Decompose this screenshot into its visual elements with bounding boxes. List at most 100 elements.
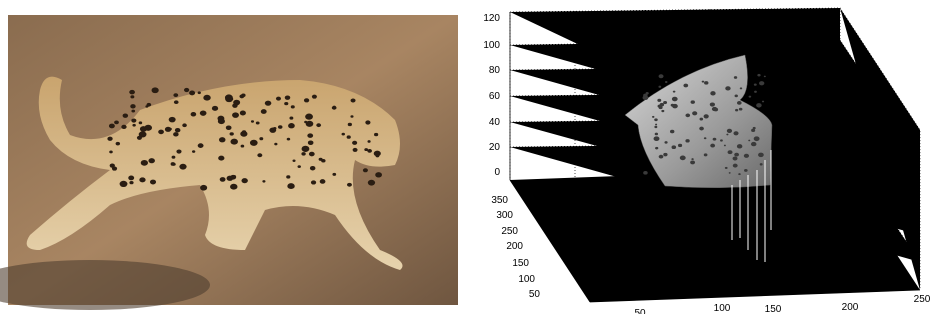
spot: [348, 123, 352, 126]
spot: [158, 130, 164, 135]
spot: [754, 91, 757, 93]
spot: [657, 99, 661, 102]
spot: [301, 152, 305, 155]
spot: [116, 142, 120, 146]
x-tick-label: 100: [714, 303, 731, 314]
spot: [713, 138, 717, 141]
y-tick-label: 300: [496, 210, 513, 221]
spot: [311, 180, 316, 184]
spot: [173, 132, 179, 136]
spot: [744, 169, 748, 172]
spot: [241, 178, 247, 183]
page: 0 20 40 60 80 100 120 50 100 150 200 250…: [0, 0, 933, 314]
spot: [724, 145, 726, 147]
spot: [350, 115, 353, 117]
spot: [320, 179, 326, 184]
spot: [265, 101, 272, 106]
spot: [376, 154, 380, 157]
spot: [754, 136, 760, 141]
spot: [673, 91, 676, 93]
x-tick-label: 200: [842, 302, 859, 313]
spot: [351, 98, 356, 102]
spot: [737, 144, 742, 148]
spot: [704, 114, 709, 118]
spot: [347, 183, 352, 187]
spot: [734, 153, 739, 157]
spot: [725, 86, 730, 90]
spot: [109, 124, 115, 129]
spot: [760, 163, 763, 165]
spot: [659, 155, 664, 159]
spot: [751, 129, 755, 132]
spot: [304, 98, 309, 102]
spot: [141, 160, 148, 166]
spot: [729, 172, 731, 174]
z-tick-label: 60: [489, 91, 501, 102]
spot: [367, 140, 370, 143]
spot: [150, 180, 156, 185]
spot: [137, 136, 142, 140]
spot: [189, 91, 195, 96]
spot: [218, 118, 225, 124]
z-tick-label: 100: [483, 40, 500, 51]
cheetah-photo: [0, 15, 458, 310]
spot: [241, 145, 245, 148]
spot: [670, 130, 674, 134]
spot: [307, 133, 313, 138]
spot: [758, 153, 764, 158]
spot: [232, 112, 239, 118]
spot: [728, 150, 733, 154]
spot: [655, 147, 658, 149]
spot: [132, 124, 135, 127]
spot: [262, 180, 265, 182]
spot: [139, 177, 145, 182]
spot: [298, 165, 301, 168]
spot: [233, 175, 237, 178]
z-tick-label: 20: [489, 142, 501, 153]
spot: [663, 153, 667, 156]
spot: [129, 90, 135, 95]
spot: [120, 181, 128, 187]
spot: [176, 149, 181, 153]
spot: [276, 97, 281, 101]
spot: [654, 126, 657, 128]
spot: [699, 127, 704, 131]
spot: [114, 120, 119, 124]
spot: [308, 140, 314, 145]
spot: [738, 173, 740, 175]
spot: [200, 111, 207, 116]
spot: [169, 128, 172, 131]
spot: [672, 104, 678, 109]
spot: [309, 152, 315, 157]
spot: [712, 103, 715, 105]
spot: [123, 113, 128, 117]
spot: [655, 133, 658, 136]
spot: [332, 173, 336, 176]
x-tick-label: 50: [634, 308, 646, 314]
spot: [710, 91, 715, 95]
spot: [759, 81, 764, 85]
spot: [312, 95, 317, 99]
spot: [261, 109, 267, 114]
spot: [737, 101, 742, 105]
spot: [735, 95, 738, 98]
spot: [740, 87, 742, 89]
spot: [655, 124, 657, 126]
spot: [220, 177, 226, 182]
spot: [175, 128, 181, 132]
spot: [658, 86, 661, 88]
spot: [700, 118, 704, 121]
spot: [287, 183, 294, 189]
x-tick-label: 150: [765, 304, 782, 314]
spot: [225, 94, 233, 100]
spot: [710, 144, 715, 148]
spot: [251, 120, 254, 122]
spot: [661, 110, 664, 112]
y-tick-label: 100: [518, 274, 535, 285]
spot: [241, 132, 247, 137]
spot: [720, 139, 723, 141]
spot: [365, 120, 370, 124]
spot: [690, 160, 695, 164]
z-tick-label: 0: [494, 167, 500, 178]
surface-plot: 0 20 40 60 80 100 120 50 100 150 200 250…: [483, 8, 930, 314]
